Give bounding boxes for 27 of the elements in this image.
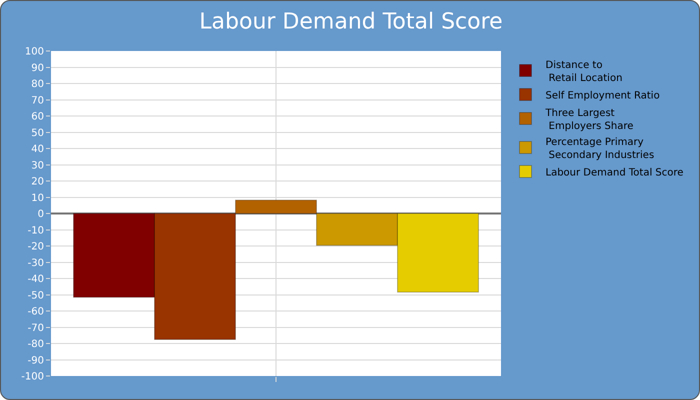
y-tick-label: -10	[28, 225, 44, 236]
legend-label: Three Largest Employers Share	[544, 108, 634, 132]
chart-title: Labour Demand Total Score	[199, 9, 503, 34]
y-tick-label: 40	[31, 144, 44, 155]
legend-label: Percentage Primary Secondary Industries	[546, 136, 654, 161]
y-tick-label: 30	[31, 160, 44, 172]
y-tick-label: -80	[28, 339, 44, 350]
y-tick-label: -90	[28, 355, 44, 366]
y-tick-label: 0	[38, 209, 44, 220]
y-tick-label: -20	[28, 242, 44, 252]
y-tick-label: 90	[31, 62, 44, 74]
y-tick-label: -60	[28, 306, 44, 318]
y-tick-label: 60	[31, 112, 44, 122]
y-tick-label: 70	[31, 95, 44, 106]
y-tick-label: 50	[31, 128, 44, 139]
y-tick-label: 10	[31, 192, 44, 204]
legend-label: Self Employment Ratio	[546, 90, 660, 102]
legend-label: Labour Demand Total Score	[546, 167, 684, 178]
y-tick-label: 80	[31, 79, 44, 90]
y-tick-label: 100	[24, 46, 44, 58]
y-tick-label: 20	[31, 176, 44, 188]
y-tick-label: -70	[28, 322, 44, 334]
legend-label: Distance to Retail Location	[546, 60, 622, 84]
y-tick-label: -30	[28, 258, 44, 269]
y-tick-label: -100	[21, 372, 44, 382]
y-tick-label: -50	[28, 290, 44, 302]
y-tick-label: -40	[28, 274, 44, 285]
